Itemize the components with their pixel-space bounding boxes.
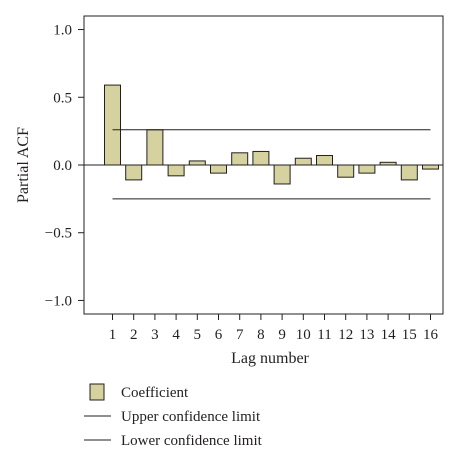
x-axis: 1 2 3 4 5 6 7 8 9 10 11 12 13 14 15 16 — [109, 314, 439, 343]
x-tick-label: 4 — [172, 327, 180, 343]
x-tick-label: 7 — [236, 327, 244, 343]
x-tick-label: 8 — [257, 327, 265, 343]
bar — [359, 165, 375, 173]
x-tick-label: 6 — [215, 327, 223, 343]
bar — [105, 85, 121, 165]
legend-label-coefficient: Coefficient — [121, 385, 189, 401]
bar — [295, 158, 311, 165]
legend-swatch-coefficient — [90, 384, 104, 400]
y-tick-label: −0.5 — [45, 226, 72, 242]
y-tick-label: 1.0 — [53, 23, 72, 39]
x-tick-label: 1 — [109, 327, 117, 343]
bar — [189, 161, 205, 165]
bar — [168, 165, 184, 176]
legend-label-lower: Lower confidence limit — [121, 433, 263, 449]
x-tick-label: 13 — [359, 327, 374, 343]
y-tick-label: 0.0 — [53, 158, 72, 174]
bar — [423, 165, 439, 169]
x-tick-label: 9 — [278, 327, 286, 343]
legend: Coefficient Upper confidence limit Lower c… — [84, 384, 263, 449]
y-axis-title: Partial ACF — [15, 127, 32, 203]
x-tick-label: 14 — [381, 327, 397, 343]
x-tick-label: 11 — [317, 327, 331, 343]
bar — [253, 151, 269, 165]
bar — [147, 130, 163, 165]
y-tick-label: −1.0 — [45, 293, 72, 309]
bar — [232, 153, 248, 165]
y-tick-label: 0.5 — [53, 90, 72, 106]
x-tick-label: 5 — [194, 327, 202, 343]
bar-series — [84, 85, 443, 184]
x-tick-label: 3 — [151, 327, 159, 343]
x-axis-title: Lag number — [231, 350, 309, 367]
bar — [317, 156, 333, 165]
y-axis: 1.0 0.5 0.0 −0.5 −1.0 — [45, 23, 84, 310]
x-tick-label: 2 — [130, 327, 138, 343]
bar — [401, 165, 417, 180]
bar — [211, 165, 227, 173]
x-tick-label: 12 — [338, 327, 353, 343]
legend-label-upper: Upper confidence limit — [121, 409, 261, 425]
x-tick-label: 16 — [423, 327, 439, 343]
bar — [126, 165, 142, 180]
x-tick-label: 10 — [296, 327, 311, 343]
x-tick-label: 15 — [402, 327, 417, 343]
bar — [338, 165, 354, 177]
bar — [274, 165, 290, 184]
